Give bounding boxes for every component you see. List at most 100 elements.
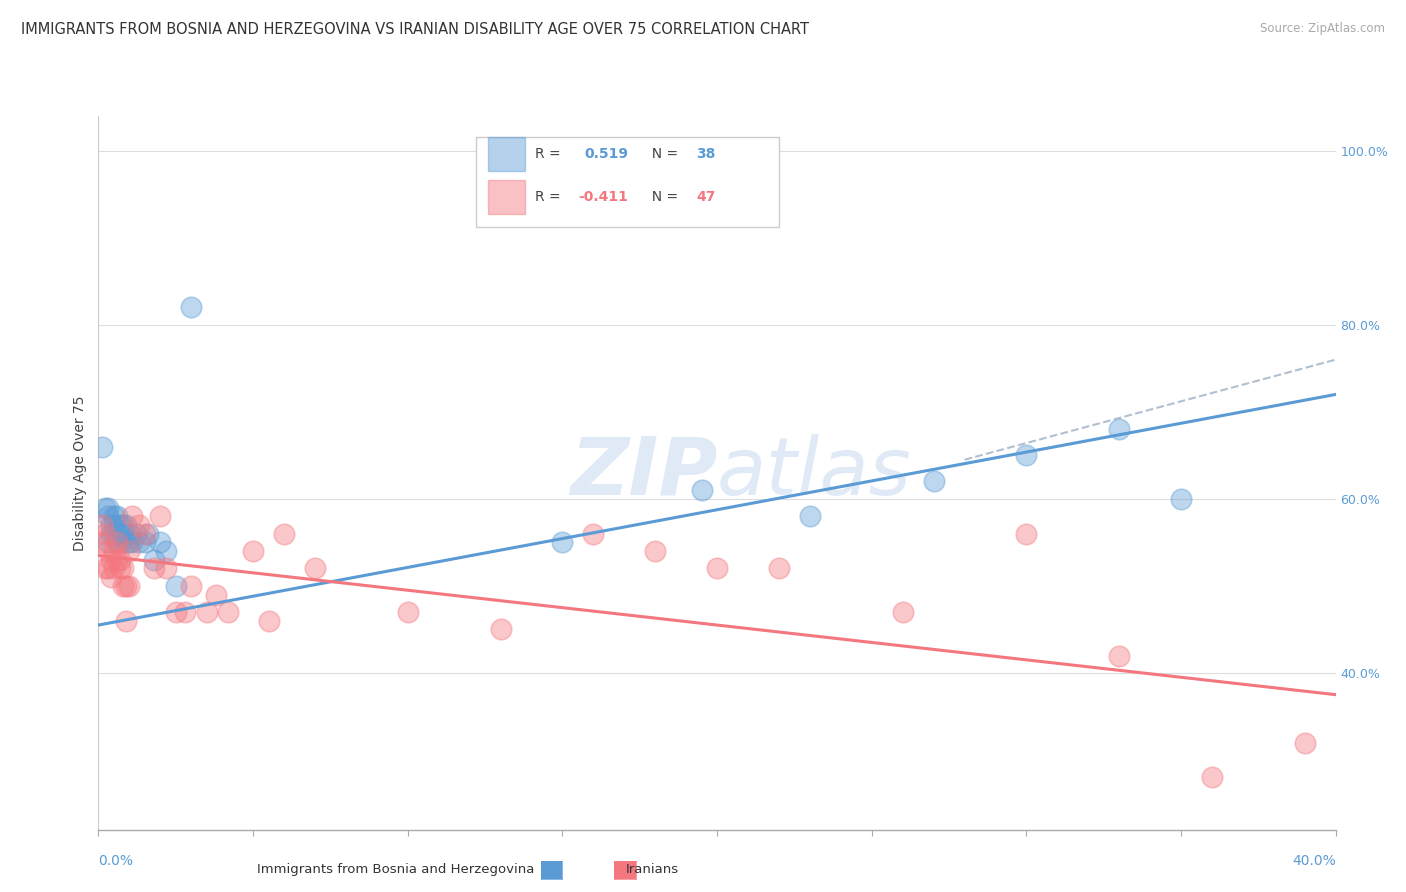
Point — [97, 535, 120, 549]
Point — [115, 579, 138, 593]
Point — [90, 518, 112, 533]
Point — [396, 605, 419, 619]
Point — [143, 561, 166, 575]
Point — [644, 544, 666, 558]
Point — [180, 301, 202, 315]
Point — [112, 526, 135, 541]
Point — [582, 526, 605, 541]
Point — [103, 544, 125, 558]
Text: R =: R = — [536, 190, 565, 204]
Point — [97, 500, 120, 515]
Point — [90, 440, 112, 454]
Point — [103, 518, 125, 533]
Y-axis label: Disability Age Over 75: Disability Age Over 75 — [73, 395, 87, 550]
Point — [115, 535, 138, 549]
Point — [121, 535, 143, 549]
Point — [551, 535, 574, 549]
Point — [118, 579, 141, 593]
Point — [134, 526, 156, 541]
Point — [105, 535, 128, 549]
FancyBboxPatch shape — [475, 137, 779, 227]
Point — [100, 518, 122, 533]
Point — [97, 509, 120, 524]
Point — [180, 579, 202, 593]
Point — [118, 526, 141, 541]
Point — [118, 535, 141, 549]
Point — [1201, 770, 1223, 784]
Point — [108, 561, 131, 575]
Point — [149, 509, 172, 524]
Point — [1015, 448, 1038, 462]
Point — [103, 526, 125, 541]
Point — [165, 579, 187, 593]
Point — [105, 509, 128, 524]
Point — [1108, 422, 1130, 436]
Point — [90, 535, 112, 549]
Point — [195, 605, 218, 619]
Point — [768, 561, 790, 575]
Point — [93, 561, 115, 575]
Text: 47: 47 — [696, 190, 716, 204]
Text: -0.411: -0.411 — [578, 190, 628, 204]
Text: N =: N = — [643, 147, 682, 161]
Point — [100, 570, 122, 584]
Point — [112, 561, 135, 575]
Point — [149, 535, 172, 549]
Point — [155, 544, 177, 558]
Point — [97, 561, 120, 575]
Text: 38: 38 — [696, 147, 716, 161]
Point — [304, 561, 326, 575]
Point — [217, 605, 239, 619]
Point — [799, 509, 821, 524]
Text: R =: R = — [536, 147, 569, 161]
Text: 0.519: 0.519 — [585, 147, 628, 161]
Point — [112, 518, 135, 533]
Point — [922, 475, 945, 489]
Point — [128, 518, 150, 533]
Text: Immigrants from Bosnia and Herzegovina: Immigrants from Bosnia and Herzegovina — [257, 863, 534, 876]
Point — [1015, 526, 1038, 541]
Point — [1294, 735, 1316, 749]
Point — [115, 614, 138, 628]
Bar — [488, 180, 526, 214]
Point — [103, 561, 125, 575]
Point — [121, 509, 143, 524]
Text: IMMIGRANTS FROM BOSNIA AND HERZEGOVINA VS IRANIAN DISABILITY AGE OVER 75 CORRELA: IMMIGRANTS FROM BOSNIA AND HERZEGOVINA V… — [21, 22, 808, 37]
Text: ZIP: ZIP — [569, 434, 717, 512]
Bar — [488, 137, 526, 171]
Point — [174, 605, 197, 619]
Point — [97, 544, 120, 558]
Point — [155, 561, 177, 575]
Point — [105, 526, 128, 541]
Point — [108, 535, 131, 549]
Text: N =: N = — [643, 190, 682, 204]
Point — [690, 483, 713, 498]
Point — [273, 526, 295, 541]
Point — [93, 526, 115, 541]
Point — [105, 553, 128, 567]
Point — [242, 544, 264, 558]
Point — [891, 605, 914, 619]
Point — [108, 553, 131, 567]
Point — [128, 535, 150, 549]
Point — [105, 535, 128, 549]
Point — [112, 579, 135, 593]
Point — [1108, 648, 1130, 663]
Point — [108, 518, 131, 533]
Point — [205, 588, 228, 602]
Text: Iranians: Iranians — [626, 863, 679, 876]
Point — [103, 509, 125, 524]
Point — [1170, 491, 1192, 506]
Point — [118, 544, 141, 558]
Point — [257, 614, 280, 628]
Point — [134, 535, 156, 549]
Point — [489, 623, 512, 637]
Text: atlas: atlas — [717, 434, 912, 512]
Point — [706, 561, 728, 575]
Point — [124, 526, 146, 541]
Text: 0.0%: 0.0% — [98, 854, 134, 868]
Point — [100, 526, 122, 541]
Text: 40.0%: 40.0% — [1292, 854, 1336, 868]
Text: Source: ZipAtlas.com: Source: ZipAtlas.com — [1260, 22, 1385, 36]
Point — [143, 553, 166, 567]
